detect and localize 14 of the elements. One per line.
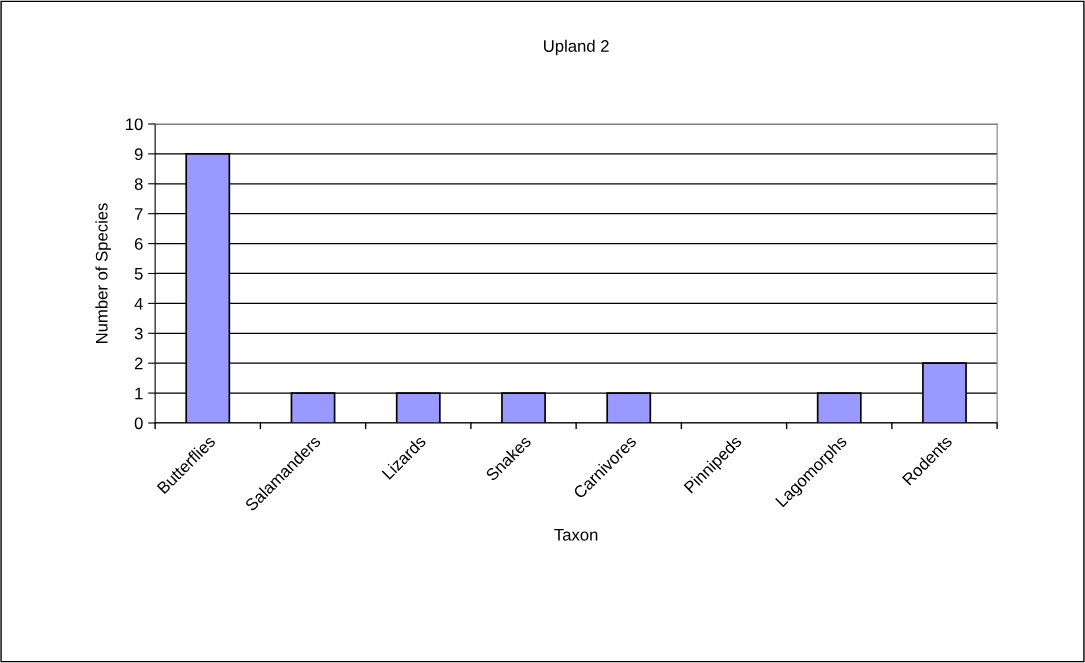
y-tick-label: 6	[134, 237, 143, 250]
y-tick-label: 5	[134, 268, 143, 280]
y-tick-label: 9	[134, 148, 143, 161]
y-tick-label: 10	[126, 118, 143, 131]
y-axis-title: Number of Species	[95, 203, 111, 343]
y-tick-label: 1	[135, 387, 143, 400]
y-tick-label: 3	[134, 327, 143, 340]
chart-title: Upland 2	[544, 39, 609, 56]
y-tick-label: 4	[134, 297, 143, 310]
y-tick-label: 8	[134, 178, 143, 190]
y-tick-label: 7	[134, 208, 143, 220]
y-tick-label: 2	[134, 357, 143, 370]
y-tick-label: 0	[134, 417, 143, 430]
x-axis-title: Taxon	[554, 529, 598, 541]
